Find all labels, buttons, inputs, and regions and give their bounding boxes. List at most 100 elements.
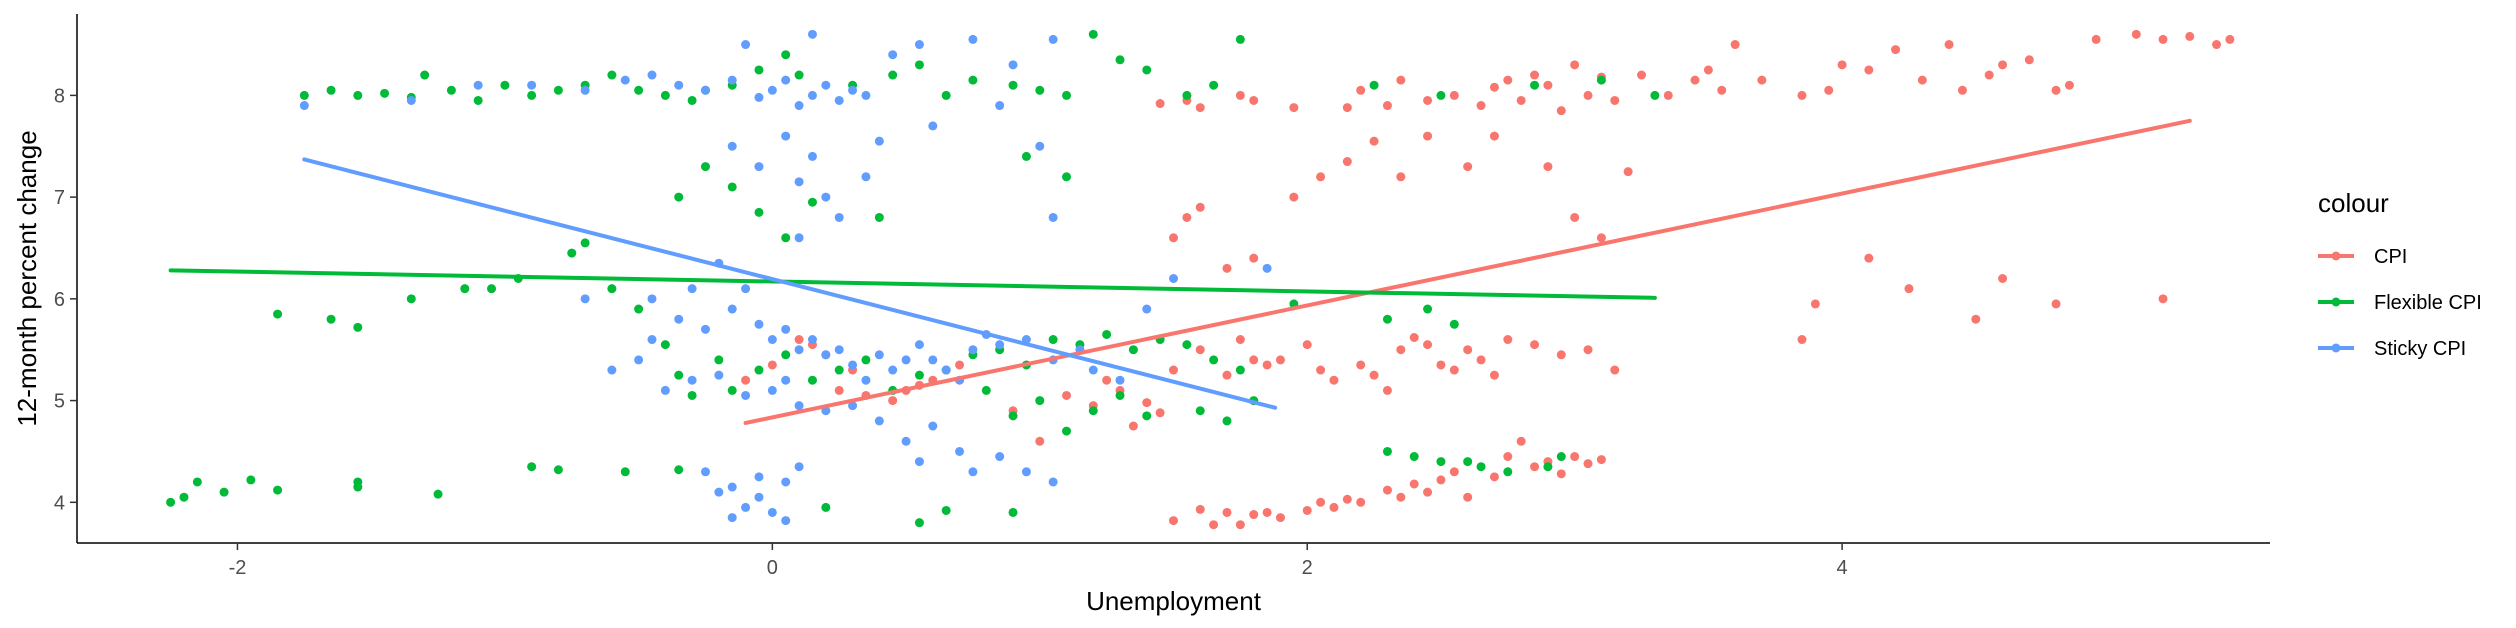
data-point: [1396, 75, 1406, 85]
data-point: [1570, 60, 1580, 70]
data-point: [941, 365, 951, 375]
data-point: [473, 80, 483, 90]
data-point: [1369, 370, 1379, 380]
data-point: [1824, 85, 1834, 95]
data-point: [1476, 462, 1486, 472]
data-point: [874, 416, 884, 426]
data-point: [634, 85, 644, 95]
data-point: [1382, 446, 1392, 456]
data-point: [1316, 172, 1326, 182]
data-point: [353, 90, 363, 100]
data-point: [1570, 452, 1580, 462]
data-point: [1128, 345, 1138, 355]
points-layer: [166, 29, 2235, 530]
data-point: [834, 212, 844, 222]
y-tick-label: 5: [54, 391, 65, 413]
data-point: [299, 101, 309, 111]
data-point: [848, 401, 858, 411]
data-point: [1195, 103, 1205, 113]
legend-label: Sticky CPI: [2374, 338, 2466, 360]
data-point: [1556, 469, 1566, 479]
x-tick-label: 4: [1837, 557, 1848, 579]
data-point: [754, 92, 764, 102]
data-point: [1062, 390, 1072, 400]
data-point: [620, 467, 630, 477]
data-point: [700, 85, 710, 95]
data-point: [1423, 95, 1433, 105]
data-point: [1209, 80, 1219, 90]
data-point: [1235, 34, 1245, 44]
data-point: [1864, 253, 1874, 263]
data-point: [674, 80, 684, 90]
data-point: [1864, 65, 1874, 75]
data-point: [1503, 452, 1513, 462]
data-point: [647, 294, 657, 304]
data-point: [968, 467, 978, 477]
legend-point-key: [2331, 343, 2341, 353]
data-point: [1035, 436, 1045, 446]
series-points: [741, 29, 2235, 530]
data-point: [2091, 34, 2101, 44]
data-point: [1195, 504, 1205, 514]
data-point: [299, 90, 309, 100]
series-points: [166, 29, 1660, 528]
trend-line: [168, 268, 1657, 300]
data-point: [1463, 162, 1473, 172]
data-point: [700, 162, 710, 172]
data-point: [767, 360, 777, 370]
data-point: [2225, 34, 2235, 44]
data-point: [874, 212, 884, 222]
data-point: [1155, 99, 1165, 109]
data-point: [580, 238, 590, 248]
data-point: [781, 375, 791, 385]
data-point: [192, 477, 202, 487]
data-point: [1463, 345, 1473, 355]
data-point: [1757, 75, 1767, 85]
data-point: [326, 85, 336, 95]
data-point: [1583, 459, 1593, 469]
data-point: [446, 85, 456, 95]
data-point: [1610, 95, 1620, 105]
data-point: [1530, 80, 1540, 90]
data-point: [2185, 31, 2195, 41]
y-axis-title: 12-month percent change: [12, 130, 42, 426]
data-point: [781, 75, 791, 85]
data-point: [1169, 516, 1178, 526]
data-point: [754, 365, 764, 375]
data-point: [1235, 520, 1245, 530]
data-point: [794, 345, 804, 355]
legend-title: colour: [2318, 188, 2389, 218]
data-point: [1596, 233, 1606, 243]
data-point: [2212, 40, 2222, 50]
data-point: [687, 95, 697, 105]
data-point: [1396, 345, 1406, 355]
data-point: [1182, 340, 1192, 350]
data-point: [660, 385, 670, 395]
data-point: [2051, 85, 2061, 95]
data-point: [1302, 340, 1312, 350]
data-point: [1489, 370, 1499, 380]
data-point: [1663, 90, 1673, 100]
data-point: [861, 90, 871, 100]
data-point: [1556, 350, 1566, 360]
data-point: [1637, 70, 1647, 80]
data-point: [179, 492, 189, 502]
data-point: [727, 75, 737, 85]
data-point: [1503, 75, 1513, 85]
data-point: [1610, 365, 1620, 375]
data-point: [754, 65, 764, 75]
legend-item: CPI: [2318, 246, 2407, 268]
data-point: [727, 385, 737, 395]
data-point: [995, 101, 1005, 111]
data-point: [1516, 436, 1526, 446]
data-point: [741, 390, 751, 400]
data-point: [2051, 299, 2061, 309]
data-point: [727, 304, 737, 314]
data-point: [1957, 85, 1967, 95]
data-point: [1302, 505, 1312, 515]
data-point: [1035, 85, 1045, 95]
data-point: [1382, 385, 1392, 395]
data-point: [1503, 467, 1513, 477]
data-point: [874, 136, 884, 146]
data-point: [714, 487, 724, 497]
